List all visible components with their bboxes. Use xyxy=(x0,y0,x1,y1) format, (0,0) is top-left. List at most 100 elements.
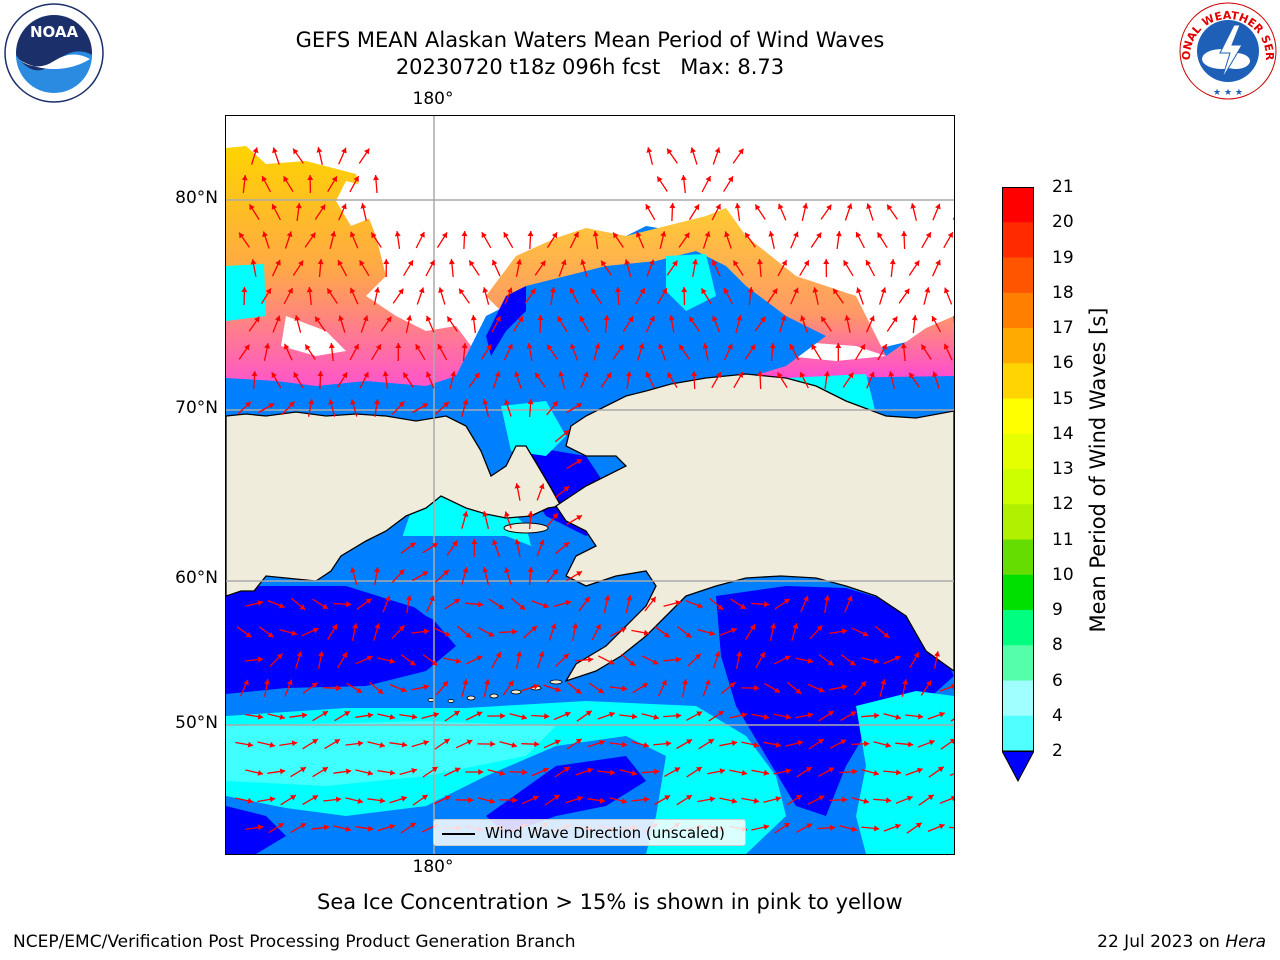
wind-wave-arrowhead xyxy=(738,148,744,155)
wind-wave-arrowhead xyxy=(406,315,413,321)
wind-wave-arrowhead xyxy=(482,567,489,573)
wind-wave-arrowhead xyxy=(252,147,259,154)
wind-wave-arrowhead xyxy=(316,147,323,153)
wind-wave-arrowhead xyxy=(800,315,806,322)
wind-wave-arrowhead xyxy=(476,655,483,661)
wind-wave-arrowhead xyxy=(293,372,299,378)
wind-wave-arrowhead xyxy=(768,231,775,237)
wind-wave-arrowhead xyxy=(323,824,330,831)
wind-wave-arrowhead xyxy=(374,399,380,405)
wind-wave-arrowhead xyxy=(504,399,510,406)
cyan-open-water-arctic xyxy=(226,264,266,321)
wind-wave-arrowhead xyxy=(886,797,892,804)
wind-wave-arrowhead xyxy=(411,713,418,720)
colorbar-tick-label: 20 xyxy=(1052,212,1074,233)
wind-wave-arrowhead xyxy=(690,147,696,154)
wind-wave-arrowhead xyxy=(444,795,451,801)
wind-wave-arrowhead xyxy=(849,660,856,666)
wind-wave-arrowhead xyxy=(431,766,438,773)
colorbar-tick-label: 17 xyxy=(1052,318,1074,338)
colorbar-tick-label: 9 xyxy=(1052,600,1063,620)
wind-wave-arrowhead xyxy=(504,511,510,518)
wind-wave-arrowhead xyxy=(389,714,396,720)
wind-wave-arrowhead xyxy=(283,343,290,350)
wind-wave-arrowhead xyxy=(865,260,872,266)
wind-wave-arrowhead xyxy=(818,795,825,801)
wind-wave-arrowhead xyxy=(377,688,384,694)
wind-wave-arrowhead xyxy=(454,599,460,605)
wind-wave-arrowhead xyxy=(939,711,945,718)
wind-wave-arrowhead xyxy=(357,740,364,747)
colorbar-bin xyxy=(1002,257,1034,294)
wind-wave-arrowhead xyxy=(374,287,380,293)
wind-wave-arrowhead xyxy=(337,260,343,266)
wind-wave-arrow xyxy=(950,718,954,722)
wind-wave-arrowhead xyxy=(823,371,830,377)
wind-wave-arrowhead xyxy=(816,625,823,632)
wind-wave-arrowhead xyxy=(711,259,718,266)
wind-wave-arrowhead xyxy=(727,176,733,183)
wind-wave-arrowhead xyxy=(914,260,920,267)
wind-wave-arrowhead xyxy=(900,343,907,349)
pacific-cyan-band-2 xyxy=(226,721,556,786)
wind-wave-arrowhead xyxy=(356,687,362,693)
wind-wave-arrowhead xyxy=(685,632,692,638)
wind-wave-arrowhead xyxy=(883,632,890,638)
gridlines xyxy=(226,116,954,854)
wind-wave-arrowhead xyxy=(591,288,597,295)
lat-label-60: 60°N xyxy=(175,568,218,588)
wind-wave-arrowhead xyxy=(526,343,533,349)
wind-wave-arrowhead xyxy=(691,371,698,377)
colorbar-tick-label: 11 xyxy=(1052,529,1074,550)
wind-wave-arrowhead xyxy=(856,287,862,294)
chart-title: GEFS MEAN Alaskan Waters Mean Period of … xyxy=(295,28,885,52)
wind-wave-arrowhead xyxy=(840,739,847,745)
wind-wave-arrowhead xyxy=(426,371,432,378)
wind-wave-arrowhead xyxy=(365,598,372,605)
wind-wave-arrowhead xyxy=(937,766,944,773)
wind-wave-arrowhead xyxy=(645,204,651,210)
wind-wave-arrowhead xyxy=(759,652,765,658)
wind-wave-arrowhead xyxy=(516,259,522,265)
wind-wave-arrowhead xyxy=(802,203,809,209)
wind-wave-arrowhead xyxy=(695,653,701,660)
wind-wave-arrowhead xyxy=(730,627,737,634)
wind-wave-arrowhead xyxy=(422,571,429,577)
wind-wave-arrowhead xyxy=(403,372,409,379)
wind-wave-arrowhead xyxy=(269,741,276,748)
wind-wave-arrowhead xyxy=(558,371,565,377)
wind-wave-arrowhead xyxy=(262,231,268,238)
wind-wave-arrowhead xyxy=(926,680,932,687)
colorbar-tick-label: 18 xyxy=(1052,282,1074,303)
wind-wave-arrowhead xyxy=(569,287,576,294)
wind-wave-arrowhead xyxy=(474,372,480,379)
wind-wave-arrowhead xyxy=(317,259,324,265)
wind-wave-arrowhead xyxy=(892,316,898,323)
wind-wave-arrowhead xyxy=(824,595,830,601)
wind-wave-arrowhead xyxy=(851,826,857,832)
colorbar-tick-label: 15 xyxy=(1052,388,1074,409)
wind-wave-arrowhead xyxy=(887,204,893,211)
wind-wave-arrowhead xyxy=(272,147,278,154)
wind-wave-arrowhead xyxy=(877,232,883,239)
map-legend: Wind Wave Direction (unscaled) xyxy=(433,819,746,846)
wind-wave-arrowhead xyxy=(448,259,455,265)
wind-wave-arrowhead xyxy=(491,259,498,266)
wind-wave-arrowhead xyxy=(400,686,407,693)
colorbar-bin xyxy=(1002,363,1034,399)
wind-wave-arrowhead xyxy=(731,797,738,804)
wind-wave-arrowhead xyxy=(860,681,867,687)
wind-wave-arrowhead xyxy=(789,344,795,350)
wind-wave-arrowhead xyxy=(250,259,257,265)
wind-wave-arrowhead xyxy=(841,628,848,635)
wind-wave-arrowhead xyxy=(514,539,521,545)
wind-wave-arrowhead xyxy=(331,176,337,183)
wind-wave-arrowhead xyxy=(244,344,250,351)
wind-wave-arrowhead xyxy=(349,287,356,294)
wind-wave-arrowhead xyxy=(621,741,628,748)
colorbar-bin xyxy=(1002,715,1034,752)
wind-wave-arrowhead xyxy=(627,316,634,323)
wind-wave-arrowhead xyxy=(512,797,518,804)
wind-wave-arrowhead xyxy=(504,567,510,574)
wind-wave-arrowhead xyxy=(806,767,812,773)
